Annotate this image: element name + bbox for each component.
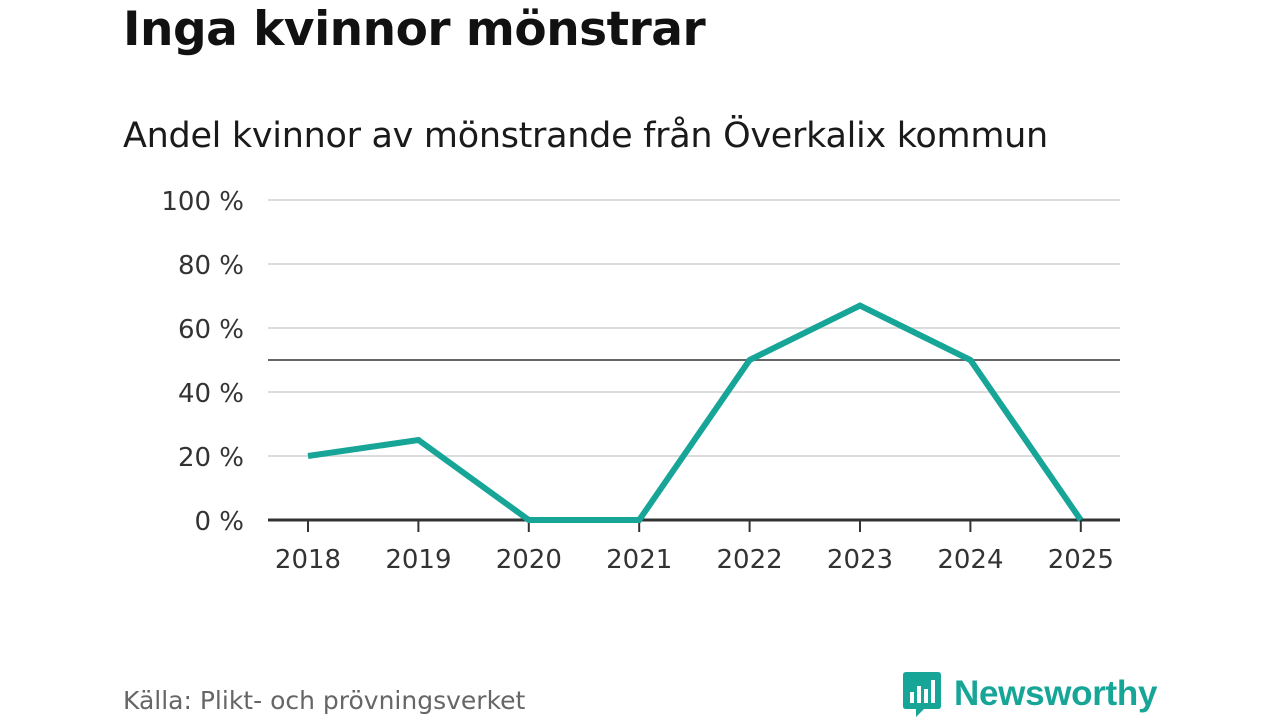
source-note: Källa: Plikt- och prövningsverket — [123, 686, 526, 715]
y-tick-label: 40 % — [178, 379, 244, 409]
x-tick-label: 2019 — [385, 545, 451, 575]
x-tick-label: 2018 — [275, 545, 341, 575]
x-tick-label: 2023 — [827, 545, 893, 575]
series-line — [307, 302, 1084, 523]
y-tick-label: 100 % — [161, 187, 244, 217]
chart-title: Inga kvinnor mönstrar — [123, 2, 706, 57]
chart-subtitle: Andel kvinnor av mönstrande från Överkal… — [123, 116, 1048, 156]
y-tick-label: 20 % — [178, 443, 244, 473]
brand-name: Newsworthy — [954, 674, 1158, 713]
gridlines — [268, 199, 1120, 457]
x-tick-label: 2025 — [1048, 545, 1114, 575]
x-tick-label: 2021 — [606, 545, 672, 575]
brand-logo: Newsworthy — [902, 670, 1157, 718]
x-tick-label: 2024 — [937, 545, 1003, 575]
y-tick-label: 80 % — [178, 251, 244, 281]
axes — [268, 518, 1120, 532]
y-tick-label: 0 % — [194, 507, 244, 537]
tick-labels: 0 % 20 % 40 % 60 % 80 % 100 % 2018 2019 2020 2021… — [161, 187, 1113, 575]
bar-chart-speech-bubble-icon — [903, 672, 941, 717]
x-tick-label: 2020 — [496, 545, 562, 575]
x-tick-label: 2022 — [717, 545, 783, 575]
y-tick-label: 60 % — [178, 315, 244, 345]
series-layer — [307, 302, 1084, 523]
